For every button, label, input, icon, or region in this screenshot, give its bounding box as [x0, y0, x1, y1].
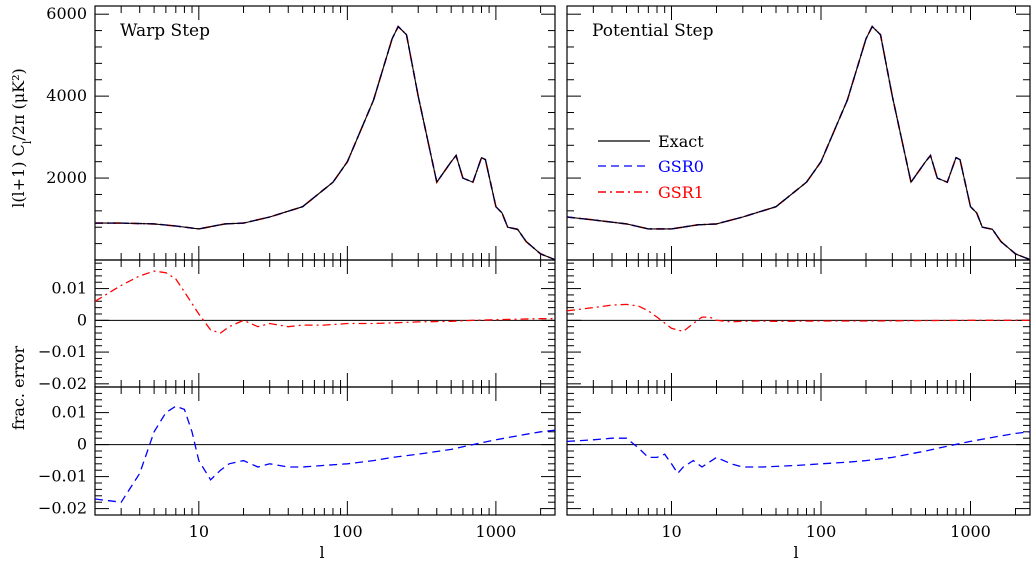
panel-warp-gsr0: −0.02 −0.01 0 0.01 10 100 1000: [38, 386, 556, 541]
series-exact-line: [95, 25, 556, 261]
panel-frame: [566, 386, 1031, 516]
y-tick-label: 6000: [46, 4, 87, 23]
series-exact-line: [566, 25, 1031, 261]
x-tick-label: 10: [661, 522, 681, 541]
series-gsr1-line: [566, 303, 1030, 333]
legend-label-gsr1: GSR1: [658, 183, 704, 202]
panel-frame: [94, 259, 556, 388]
y-tick-label: −0.02: [38, 499, 87, 518]
series-gsr1-line: [566, 25, 1031, 261]
x-tick-label: 10: [189, 522, 209, 541]
x-tick-label: 1000: [950, 522, 991, 541]
series-gsr0-line: [566, 25, 1031, 261]
warp-step-title: Warp Step: [120, 21, 210, 41]
y-tick-label: 0.01: [51, 279, 87, 298]
legend-label-exact: Exact: [658, 132, 704, 151]
y-tick-label: 0: [77, 435, 87, 454]
y-tick-label: 0.01: [51, 403, 87, 422]
potential-step-title: Potential Step: [592, 21, 714, 41]
series-gsr0-line: [566, 431, 1031, 475]
panel-frame: [94, 5, 556, 261]
panel-frame: [94, 386, 556, 516]
ylabel-err: frac. error: [9, 346, 28, 431]
y-tick-label: 4000: [46, 86, 87, 105]
xlabel-left: l: [319, 543, 324, 562]
legend: Exact GSR0 GSR1: [598, 132, 704, 202]
panel-frame: [566, 259, 1031, 388]
y-tick-label: −0.01: [38, 342, 87, 361]
y-tick-label: 0: [77, 310, 87, 329]
y-tick-label: 2000: [46, 168, 87, 187]
panel-potential-gsr0: 10 100 1000: [566, 386, 1031, 541]
xlabel-right: l: [793, 543, 798, 562]
panel-warp-gsr1: −0.02 −0.01 0 0.01: [38, 259, 556, 393]
ylabel-top: l(l+1) Cl/2π (μK²): [9, 68, 34, 208]
panels: 2000 4000 6000 −0.02 −0.01 0 0.01 −0.02 −0.01 0 0.…: [38, 4, 1031, 541]
series-gsr0-line: [94, 405, 556, 503]
panel-potential-gsr1: [566, 259, 1031, 388]
series-gsr1-line: [94, 270, 555, 334]
x-tick-label: 100: [332, 522, 363, 541]
legend-label-gsr0: GSR0: [658, 157, 704, 176]
y-tick-label: −0.02: [38, 374, 87, 393]
panel-potential-top: [566, 5, 1031, 261]
y-tick-label: −0.01: [38, 467, 87, 486]
panel-frame: [566, 5, 1031, 261]
x-tick-label: 100: [806, 522, 837, 541]
panel-warp-top: 2000 4000 6000: [46, 4, 556, 261]
x-tick-label: 1000: [476, 522, 517, 541]
